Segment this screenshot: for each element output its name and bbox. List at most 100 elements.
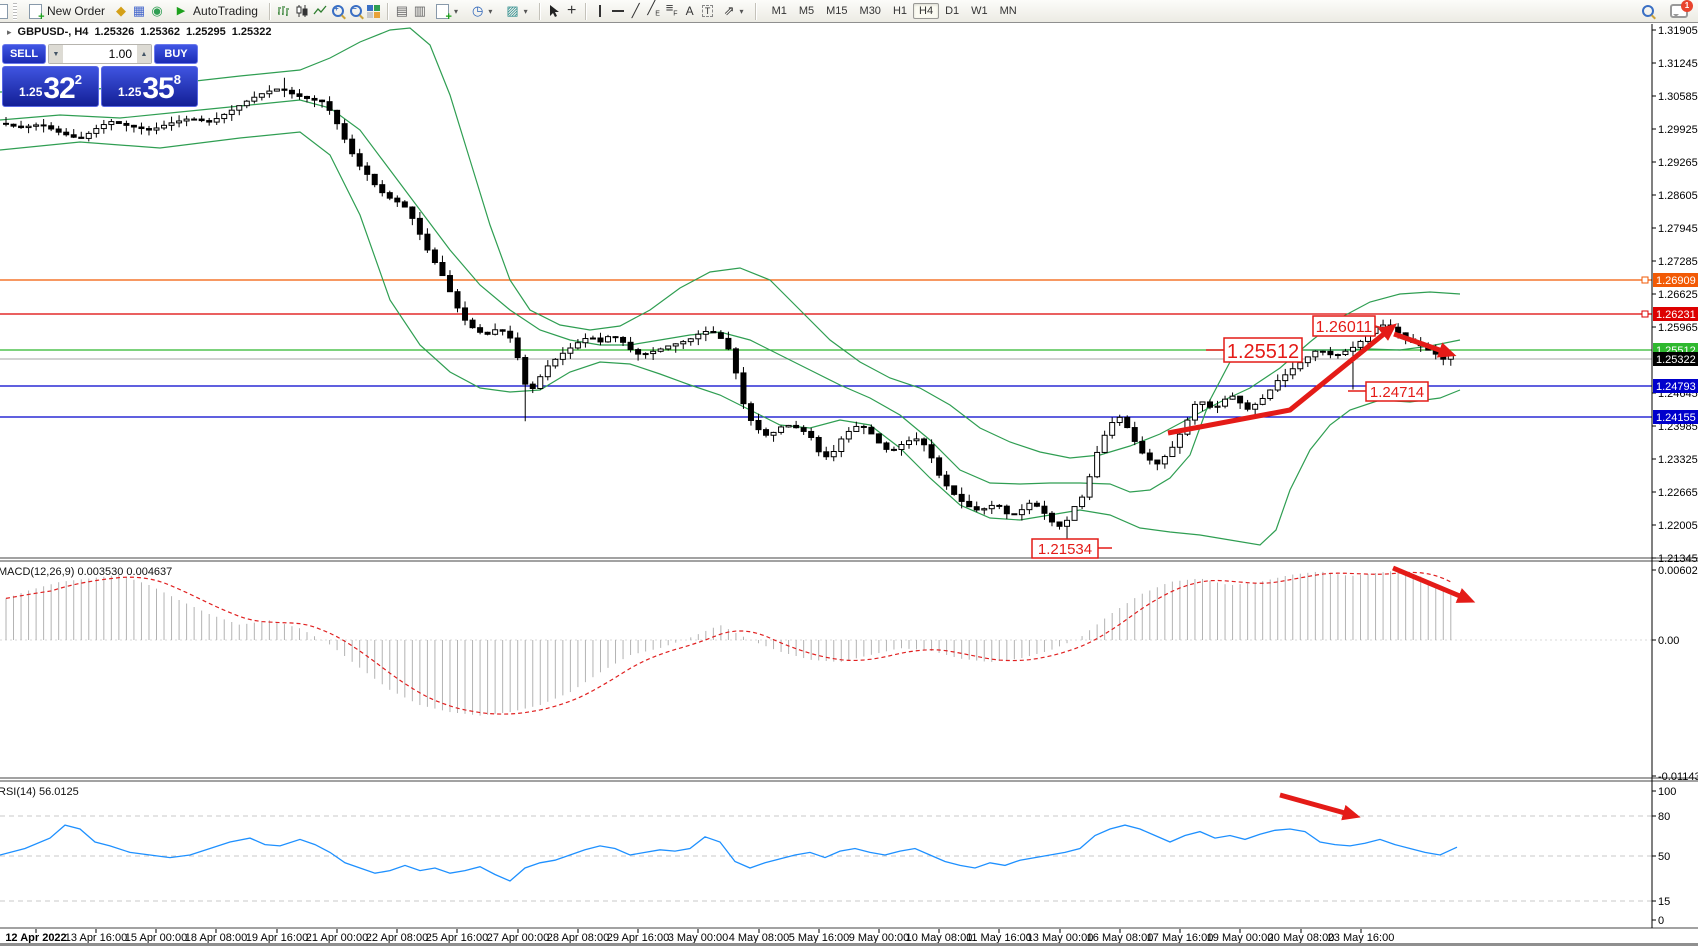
date-tick-label: 5 May 16:00	[789, 932, 850, 944]
timeframe-toolbar: M1 M5 M15 M30 H1 H4 D1 W1 MN	[766, 3, 1023, 19]
sell-button[interactable]: SELL	[2, 44, 46, 64]
price-badge	[1653, 352, 1698, 366]
price-tick-label: 1.28605	[1658, 190, 1698, 202]
metaeditor-icon[interactable]: ◆	[116, 3, 127, 18]
bollinger-upper-band	[0, 27, 1461, 459]
timeframe-button-mn[interactable]: MN	[999, 5, 1017, 17]
annotation-price-label: 1.26011	[1316, 319, 1373, 336]
timeframe-button-w1[interactable]: W1	[971, 5, 988, 17]
chart-icon-partial[interactable]	[0, 3, 9, 19]
line-chart-icon[interactable]	[312, 3, 328, 19]
timeframe-button-m5[interactable]: M5	[798, 5, 815, 17]
buy-price-sup: 8	[173, 72, 181, 87]
timeframe-button-h4[interactable]: H4	[913, 3, 940, 19]
high-value: 1.25362	[140, 26, 180, 38]
cursor-tool-icon[interactable]	[546, 3, 562, 19]
date-tick-label: 18 Apr 08:00	[185, 932, 247, 944]
trendline-tool-icon[interactable]: ╱	[631, 3, 640, 18]
timeframe-button-h1[interactable]: H1	[892, 5, 907, 17]
date-tick-label: 4 May 08:00	[729, 932, 790, 944]
date-tick-label: 22 Apr 08:00	[366, 932, 428, 944]
zoom-in-icon[interactable]: +	[330, 3, 346, 19]
price-tick-label: 1.22665	[1658, 487, 1698, 499]
signals-icon[interactable]: ◉	[151, 3, 163, 18]
vertical-line-tool-icon[interactable]	[592, 3, 608, 19]
timeframe-button-m1[interactable]: M1	[771, 5, 787, 17]
autotrading-button[interactable]: ▶ AutoTrading	[167, 0, 264, 22]
price-badge-label: 1.24793	[1656, 381, 1696, 393]
rsi-line	[0, 824, 1458, 882]
annotation-price-label: 1.24714	[1370, 384, 1424, 401]
sell-price-small: 1.25	[19, 85, 43, 99]
annotation-price-label: 1.25512	[1227, 341, 1299, 363]
rsi-tick-label: 0	[1658, 915, 1664, 927]
price-badge-label: 1.25322	[1656, 354, 1696, 366]
timeframe-button-m15[interactable]: M15	[826, 5, 848, 17]
period-dropdown[interactable]: ◷ ▾	[471, 3, 493, 18]
rsi-tick-label: 15	[1658, 896, 1670, 908]
fibonacci-tool-icon[interactable]: ≡F	[665, 0, 678, 18]
price-tick-label: 1.25965	[1658, 322, 1698, 334]
price-tick-label: 1.31905	[1658, 25, 1698, 37]
toolbar-grip	[13, 2, 17, 20]
price-tick-label: 1.22005	[1658, 520, 1698, 532]
timeframe-button-m30[interactable]: M30	[859, 5, 881, 17]
sell-price-big: 32	[43, 72, 75, 105]
toolbar-separator	[754, 2, 757, 20]
date-tick-label: 10 May 08:00	[906, 932, 973, 944]
date-tick-label: 13 May 00:00	[1027, 932, 1094, 944]
autotrading-label: AutoTrading	[193, 4, 258, 18]
trend-arrow	[1392, 565, 1476, 603]
price-tick-label: 1.30585	[1658, 91, 1698, 103]
toolbar-separator	[538, 2, 541, 20]
date-tick-label: 15 Apr 00:00	[125, 932, 187, 944]
terminal-icon[interactable]: ▦	[132, 3, 146, 18]
chart-shift-icon[interactable]: ▥	[413, 3, 427, 18]
price-badge	[1653, 410, 1698, 424]
new-chart-dropdown[interactable]: + ▾	[430, 0, 464, 22]
search-icon[interactable]	[1640, 3, 1656, 19]
horizontal-line-tool-icon[interactable]	[610, 3, 626, 19]
date-tick-label: 11 May 16:00	[966, 932, 1032, 944]
autotrading-icon: ▶	[176, 5, 186, 17]
macd-signal-line	[5, 571, 1452, 715]
volume-down-button[interactable]: ▼	[49, 45, 63, 63]
symbol-period: GBPUSD-, H4	[17, 26, 89, 38]
date-tick-label: 28 Apr 08:00	[547, 932, 609, 944]
date-tick-label: 21 Apr 00:00	[306, 932, 368, 944]
rsi-indicator-label: RSI(14) 56.0125	[0, 786, 79, 798]
bollinger-lower-band	[0, 131, 1461, 546]
one-click-trading-panel: SELL ▼ ▲ BUY 1.25 32 2 1.25 35 8	[2, 44, 198, 107]
volume-up-button[interactable]: ▲	[137, 45, 151, 63]
new-order-button[interactable]: + New Order	[21, 0, 111, 22]
sell-price-sup: 2	[74, 72, 82, 87]
buy-price-box[interactable]: 1.25 35 8	[101, 66, 198, 107]
price-tick-label: 1.27945	[1658, 223, 1698, 235]
new-chart-icon: +	[435, 3, 452, 22]
rsi-tick-label: 50	[1658, 851, 1670, 863]
channel-tool-icon[interactable]: ╱E	[647, 0, 660, 18]
main-toolbar: + New Order ◆ ▦ ◉ ▶ AutoTrading + − ▤ ▥ …	[0, 0, 1698, 23]
notification-badge: 1	[1681, 0, 1693, 12]
sell-price-box[interactable]: 1.25 32 2	[2, 66, 99, 107]
text-tool-icon[interactable]: A	[685, 4, 694, 18]
timeframe-button-d1[interactable]: D1	[945, 5, 960, 17]
date-tick-label: 9 May 00:00	[849, 932, 910, 944]
volume-input[interactable]	[63, 45, 137, 63]
candlestick-chart-icon[interactable]	[294, 3, 310, 19]
annotation-box	[1312, 315, 1376, 337]
zoom-out-icon[interactable]: −	[348, 3, 364, 19]
date-tick-label: 17 May 16:00	[1147, 932, 1214, 944]
bar-chart-icon[interactable]	[276, 3, 292, 19]
tile-windows-icon[interactable]	[366, 3, 382, 19]
date-tick-label: 29 Apr 16:00	[607, 932, 669, 944]
crosshair-tool-icon[interactable]: +	[566, 2, 577, 19]
notifications-icon[interactable]: 1	[1670, 0, 1693, 18]
date-tick-label: 20 May 08:00	[1268, 932, 1335, 944]
text-label-tool-icon[interactable]: T	[700, 3, 716, 19]
buy-button[interactable]: BUY	[154, 44, 198, 64]
shapes-dropdown[interactable]: ⇗ ▾	[723, 3, 744, 18]
template-dropdown[interactable]: ▨ ▾	[506, 3, 528, 18]
auto-scroll-icon[interactable]: ▤	[395, 3, 409, 18]
